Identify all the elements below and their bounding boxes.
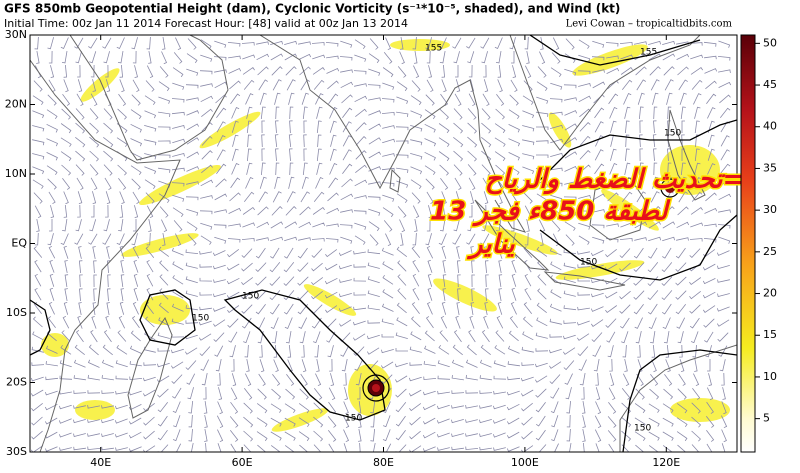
colorbar-label: 25 — [763, 245, 777, 258]
lat-label: 10N — [5, 167, 27, 180]
lon-label: 60E — [232, 456, 253, 469]
lat-label: EQ — [11, 237, 27, 250]
lat-label: 10S — [6, 306, 27, 319]
colorbar-label: 45 — [763, 78, 777, 91]
wind-barbs — [30, 36, 732, 452]
lon-label: 100E — [511, 456, 539, 469]
map-axes: 30N 20N 10N EQ 10S 20S 30S 40E 60E 80E 100E 120E — [5, 28, 737, 469]
height-contours — [30, 35, 737, 452]
lat-label: 30S — [6, 445, 27, 458]
lon-label: 120E — [652, 456, 680, 469]
lat-label: 20N — [5, 98, 27, 111]
contour-label: 150 — [192, 314, 209, 324]
contour-label: 150 — [580, 258, 597, 268]
contour-labels: 155 155 150 150 150 150 150 150 — [192, 44, 681, 434]
lat-label: 20S — [6, 376, 27, 389]
contour-label: 155 — [425, 44, 442, 54]
overlay-text: يناير — [466, 230, 515, 260]
colorbar-label: 40 — [763, 120, 777, 133]
colorbar-label: 35 — [763, 161, 777, 174]
colorbar-label: 5 — [763, 412, 770, 425]
contour-label: 150 — [345, 414, 362, 424]
lat-label: 30N — [5, 28, 27, 41]
lon-label: 80E — [373, 456, 394, 469]
contour-label: 150 — [242, 292, 259, 302]
contour-label: 155 — [640, 48, 657, 58]
colorbar — [740, 34, 756, 453]
subtitle: Initial Time: 00z Jan 11 2014 Forecast H… — [4, 17, 408, 30]
overlay-text: =تحديث الضغط والرياح — [485, 165, 744, 195]
contour-label: 150 — [664, 129, 681, 139]
overlay-text: لطبقة 850ء فجر 13 — [430, 197, 671, 227]
lon-label: 40E — [90, 456, 111, 469]
vorticity-shading — [41, 39, 730, 432]
colorbar-label: 15 — [763, 328, 777, 341]
coastlines — [30, 35, 737, 452]
credit: Levi Cowan – tropicaltidbits.com — [566, 19, 733, 30]
title: GFS 850mb Geopotential Height (dam), Cyc… — [4, 2, 620, 16]
colorbar-label: 30 — [763, 203, 777, 216]
colorbar-label: 50 — [763, 36, 777, 49]
contour-label: 150 — [634, 424, 651, 434]
map: 155 155 150 150 150 150 150 150 — [30, 35, 737, 452]
colorbar-ticks: 5 10 15 20 25 30 35 40 45 50 — [755, 36, 777, 425]
colorbar-label: 10 — [763, 370, 777, 383]
colorbar-label: 20 — [763, 287, 777, 300]
